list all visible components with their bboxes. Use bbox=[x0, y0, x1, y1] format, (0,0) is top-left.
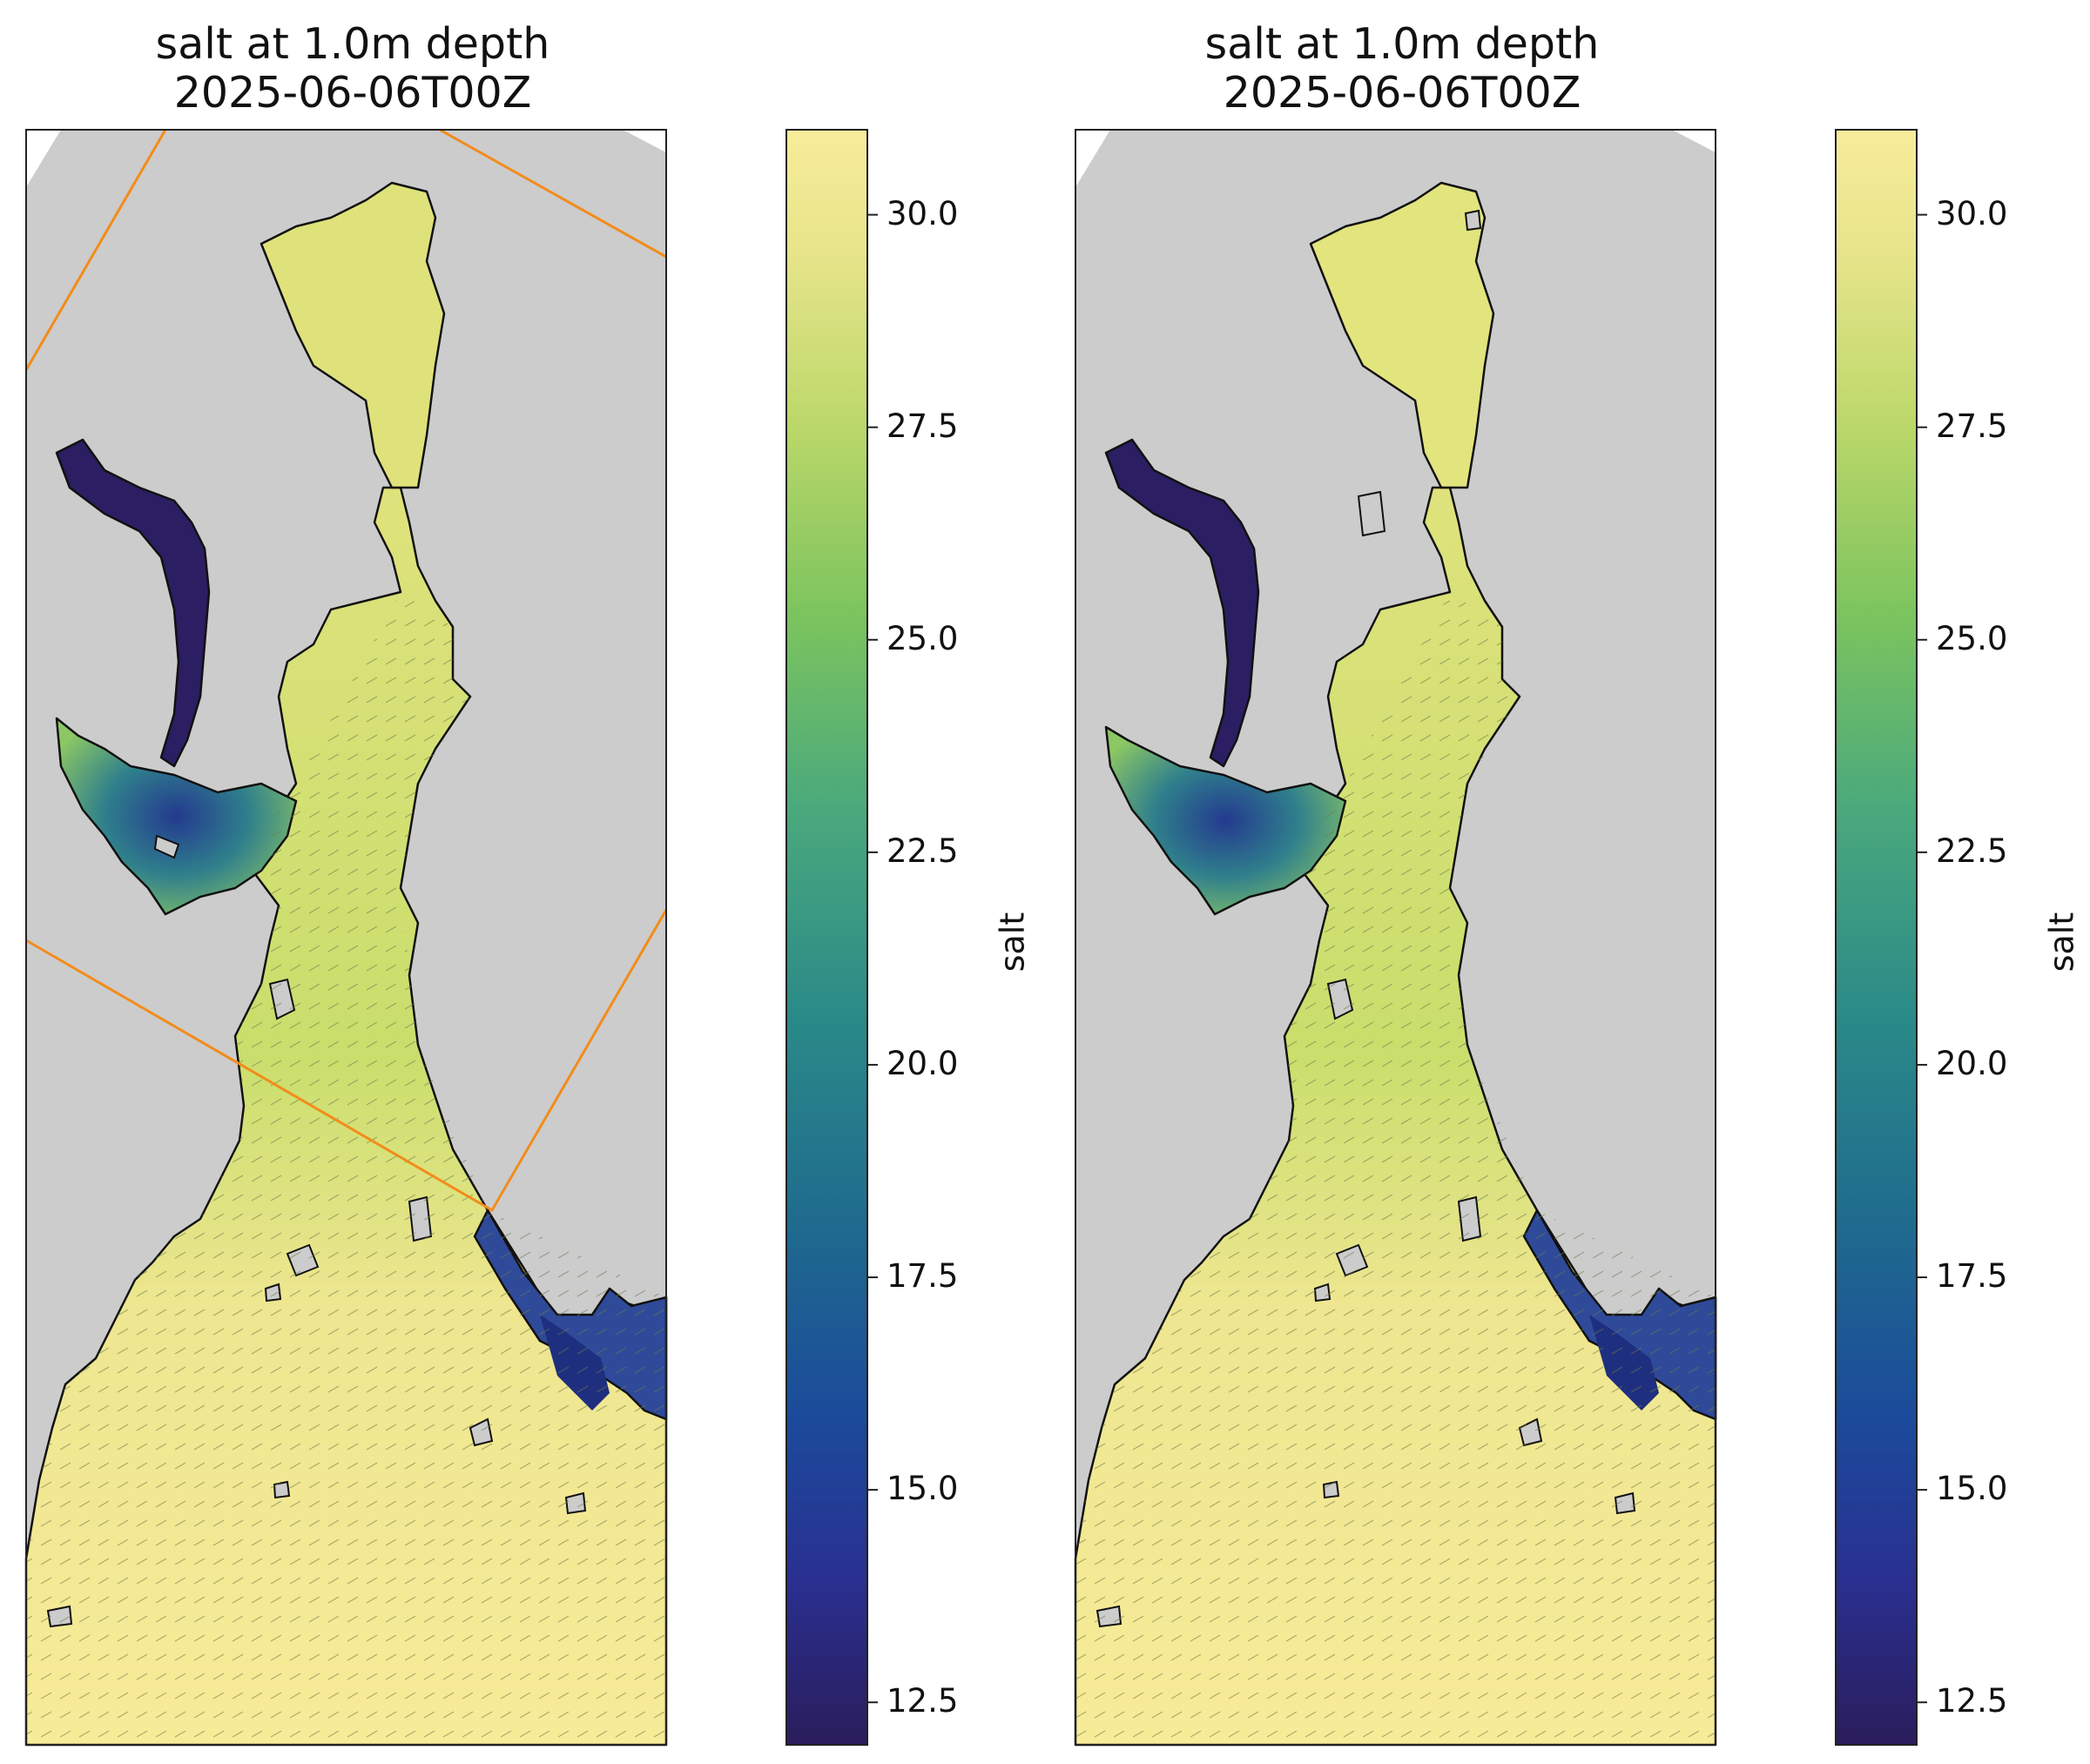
colorbar-1 bbox=[785, 129, 878, 1746]
panel-2-title: salt at 1.0m depth bbox=[1204, 19, 1600, 69]
colorbar-tick-label: 27.5 bbox=[1936, 407, 2008, 445]
colorbar-tick-label: 27.5 bbox=[887, 407, 959, 445]
colorbar-tick-label: 12.5 bbox=[1936, 1682, 2008, 1720]
colorbar-tick-label: 30.0 bbox=[1936, 194, 2008, 232]
colorbar-tick-label: 17.5 bbox=[1936, 1257, 2008, 1296]
colorbar-tick-label: 15.0 bbox=[1936, 1470, 2008, 1508]
colorbar-tick-label: 17.5 bbox=[887, 1257, 959, 1296]
colorbar-tick-label: 25.0 bbox=[1936, 619, 2008, 657]
colorbar-tick-label: 30.0 bbox=[887, 194, 959, 232]
colorbar-1-label: salt bbox=[993, 912, 1032, 973]
panel-2-velocity-arrows bbox=[1075, 592, 1716, 1745]
colorbar-tick-label: 22.5 bbox=[887, 832, 959, 870]
panel-1-subtitle: 2025-06-06T00Z bbox=[173, 68, 532, 118]
colorbar-tick-label: 20.0 bbox=[1936, 1044, 2008, 1082]
panel-1-boundary-box bbox=[24, 129, 167, 371]
panel-2-subtitle: 2025-06-06T00Z bbox=[1223, 68, 1581, 118]
colorbar-tick-label: 22.5 bbox=[1936, 832, 2008, 870]
colorbar-2-label: salt bbox=[2042, 912, 2081, 973]
panel-1 bbox=[24, 128, 668, 1747]
panel-1-title: salt at 1.0m depth bbox=[155, 19, 550, 69]
colorbar-2 bbox=[1835, 129, 1927, 1746]
colorbar-tick-label: 20.0 bbox=[887, 1044, 959, 1082]
colorbar-tick-label: 15.0 bbox=[887, 1470, 959, 1508]
panel-1-velocity-arrows bbox=[26, 592, 666, 1745]
colorbar-tick-label: 12.5 bbox=[887, 1682, 959, 1720]
panel-2 bbox=[1074, 129, 1717, 1747]
colorbar-tick-label: 25.0 bbox=[887, 619, 959, 657]
